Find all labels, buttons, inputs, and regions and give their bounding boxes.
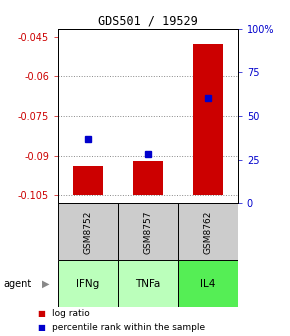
Text: log ratio: log ratio [52, 309, 90, 318]
Text: ■: ■ [38, 323, 46, 332]
Text: ▶: ▶ [42, 279, 50, 289]
Bar [73, 166, 103, 195]
Text: TNFa: TNFa [135, 279, 161, 289]
Bar [193, 44, 223, 195]
Text: percentile rank within the sample: percentile rank within the sample [52, 323, 205, 332]
Text: IL4: IL4 [200, 279, 215, 289]
Bar [133, 161, 163, 195]
Text: IFNg: IFNg [76, 279, 99, 289]
Text: GSM8757: GSM8757 [143, 210, 153, 254]
Title: GDS501 / 19529: GDS501 / 19529 [98, 14, 198, 28]
Bar [178, 260, 238, 307]
Bar [58, 203, 118, 260]
Text: GSM8762: GSM8762 [203, 210, 212, 254]
Bar [118, 203, 178, 260]
Bar [178, 203, 238, 260]
Bar [58, 260, 118, 307]
Bar [118, 260, 178, 307]
Text: GSM8752: GSM8752 [84, 210, 93, 254]
Text: ■: ■ [38, 309, 46, 318]
Text: agent: agent [3, 279, 31, 289]
